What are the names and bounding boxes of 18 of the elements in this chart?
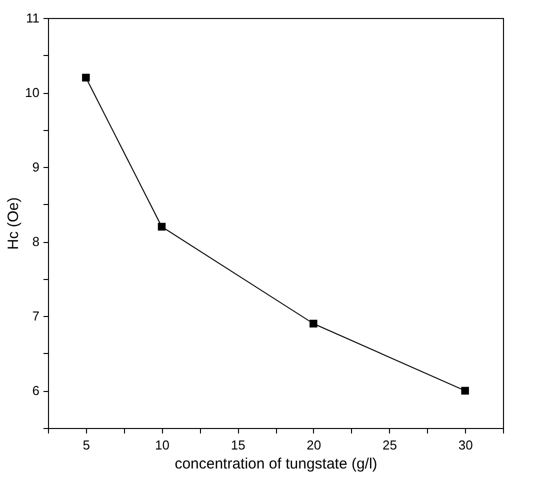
- point: [461, 386, 469, 395]
- y-tick-label: 11: [26, 10, 40, 26]
- y-tick-label: 6: [32, 383, 40, 398]
- point: [82, 74, 90, 82]
- x-tick-label: 10: [155, 438, 170, 452]
- y-tick-label: 8: [32, 234, 40, 250]
- point: [158, 222, 166, 231]
- y-axis-title: Hc (Oe): [5, 197, 22, 250]
- x-axis-title: concentration of tungstate (g/l): [174, 456, 378, 472]
- x-tick-label: 25: [382, 438, 397, 452]
- y-tick-label: 9: [32, 160, 40, 175]
- point: [310, 320, 318, 328]
- x-tick-label: 15: [230, 438, 246, 452]
- x-tick-label: 30: [458, 438, 473, 452]
- x-tick-label: 20: [306, 438, 322, 452]
- y-tick-label: 7: [32, 308, 40, 324]
- x-tick-label: 5: [82, 438, 90, 452]
- y-tick-label: 10: [25, 85, 40, 100]
